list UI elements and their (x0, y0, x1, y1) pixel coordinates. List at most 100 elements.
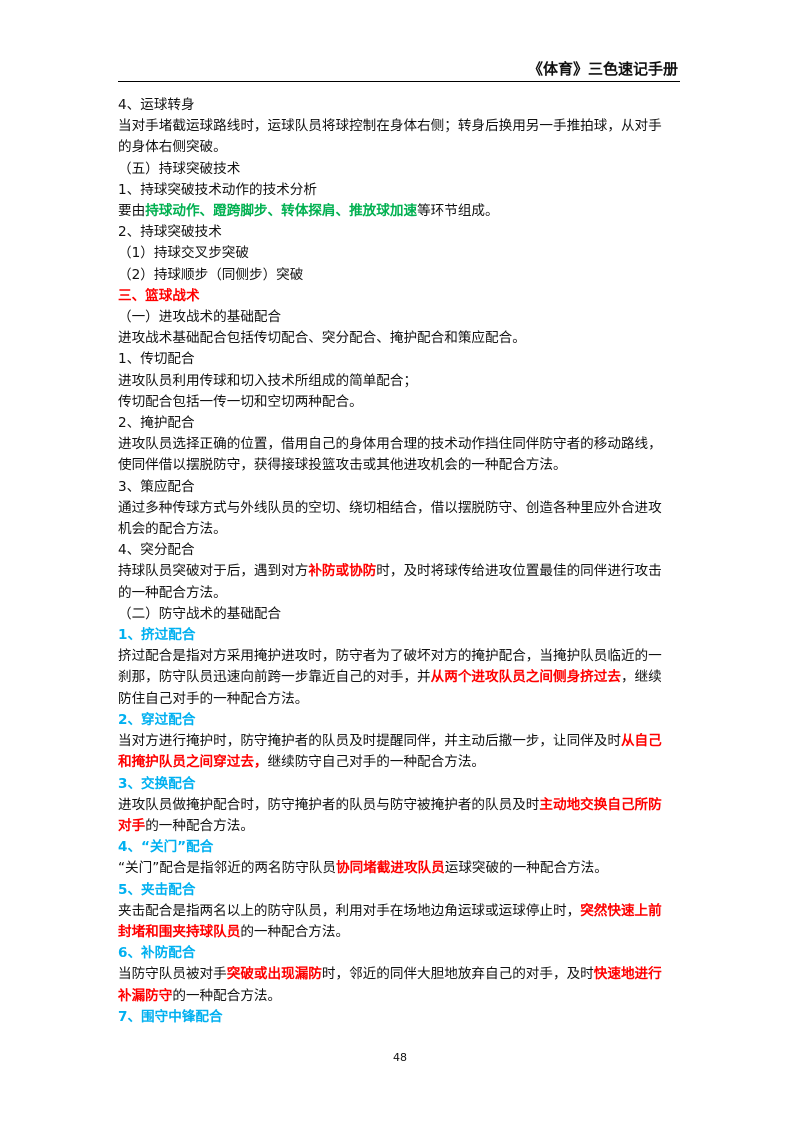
text-line: （2）持球顺步（同侧步）突破 (118, 265, 683, 286)
text-line: 使同伴借以摆脱防守，获得接球投篮攻击或其他进攻机会的一种配合方法。 (118, 455, 683, 476)
text-line: 1、持球突破技术动作的技术分析 (118, 180, 683, 201)
text-line: 3、交换配合 (118, 774, 683, 795)
highlighted-text: 1、挤过配合 (118, 627, 196, 644)
highlighted-text: 7、围守中锋配合 (118, 1008, 223, 1025)
highlighted-text: 6、补防配合 (118, 945, 196, 962)
text-segment: 的一种配合方法。 (172, 987, 282, 1004)
text-line: 5、夹击配合 (118, 880, 683, 901)
text-line: 和掩护队员之间穿过去，继续防守自己对手的一种配合方法。 (118, 752, 683, 773)
text-segment: （2）持球顺步（同侧步）突破 (118, 266, 304, 283)
text-line: 7、围守中锋配合 (118, 1007, 683, 1028)
text-segment: （五）持球突破技术 (118, 160, 241, 177)
text-line: 进攻队员利用传球和切入技术所组成的简单配合； (118, 371, 683, 392)
text-segment: 1、传切配合 (118, 351, 195, 368)
text-segment: 等环节组成。 (417, 203, 499, 220)
text-line: 6、补防配合 (118, 943, 683, 964)
text-segment: 夹击配合是指两名以上的防守队员，利用对手在场地边角运球或运球停止时， (118, 902, 581, 919)
text-segment: 时，邻近的同伴大胆地放弃自己的对手，及时 (321, 966, 594, 983)
highlighted-text: 快速地进行 (593, 966, 662, 983)
text-line: （二）防守战术的基础配合 (118, 604, 683, 625)
text-segment: 当对方进行掩护时，防守掩护者的队员及时提醒同伴，并主动后撤一步，让同伴及时 (118, 733, 621, 750)
text-segment: 4、运球转身 (118, 97, 195, 113)
text-line: 4、突分配合 (118, 540, 683, 561)
highlighted-text: 突然快速上前 (580, 902, 662, 919)
text-line: （1）持球交叉步突破 (118, 243, 683, 264)
text-segment: 继续防守自己对手的一种配合方法。 (267, 754, 486, 771)
text-segment: 要由 (118, 203, 146, 220)
highlighted-text: 补防或协防 (308, 563, 377, 580)
text-line: （五）持球突破技术 (118, 159, 683, 180)
text-line: “关门”配合是指邻近的两名防守队员协同堵截进攻队员运球突破的一种配合方法。 (118, 858, 683, 879)
highlighted-text: 补漏防守 (118, 987, 173, 1004)
text-line: 进攻战术基础配合包括传切配合、突分配合、掩护配合和策应配合。 (118, 328, 683, 349)
text-line: 三、篮球战术 (118, 286, 683, 307)
highlighted-text: 主动地交换自己所防 (539, 796, 662, 813)
text-segment: 刹那，防守队员迅速向前跨一步靠近自己的对手，并 (118, 669, 431, 686)
text-line: 刹那，防守队员迅速向前跨一步靠近自己的对手，并从两个进攻队员之间侧身挤过去，继续 (118, 667, 683, 688)
text-segment: 进攻队员选择正确的位置，借用自己的身体用合理的技术动作挡住同伴防守者的移动路线， (118, 436, 662, 453)
highlighted-text: 4、“关门”配合 (118, 839, 214, 856)
text-segment: 的一种配合方法。 (118, 584, 227, 601)
page-number: 48 (393, 1051, 407, 1064)
highlighted-text: 2、穿过配合 (118, 711, 196, 728)
text-segment: 当对手堵截运球路线时，运球队员将球控制在身体右侧；转身后换用另一手推拍球，从对手 (118, 118, 662, 135)
header-title: 《体育》三色速记手册 (527, 60, 678, 78)
text-segment: 使同伴借以摆脱防守，获得接球投篮攻击或其他进攻机会的一种配合方法。 (118, 457, 567, 474)
text-line: 当对方进行掩护时，防守掩护者的队员及时提醒同伴，并主动后撤一步，让同伴及时从自己 (118, 731, 683, 752)
text-line: 4、运球转身 (118, 95, 683, 116)
text-line: 的身体右侧突破。 (118, 137, 683, 158)
text-line: 当防守队员被对手突破或出现漏防时，邻近的同伴大胆地放弃自己的对手，及时快速地进行 (118, 964, 683, 985)
text-line: 2、持球突破技术 (118, 222, 683, 243)
text-line: 封堵和围夹持球队员的一种配合方法。 (118, 922, 683, 943)
highlighted-text: 三、篮球战术 (118, 287, 200, 304)
highlighted-text: 持球动作、蹬跨脚步、转体探肩、推放球加速 (145, 203, 418, 220)
text-segment: 当防守队员被对手 (118, 966, 227, 983)
text-line: 1、挤过配合 (118, 625, 683, 646)
text-segment: 进攻战术基础配合包括传切配合、突分配合、掩护配合和策应配合。 (118, 330, 526, 347)
text-line: 防住自己对手的一种配合方法。 (118, 689, 683, 710)
text-segment: 通过多种传球方式与外线队员的空切、绕切相结合，借以摆脱防守、创造各种里应外合进攻 (118, 499, 662, 516)
text-line: （一）进攻战术的基础配合 (118, 307, 683, 328)
text-line: 挤过配合是指对方采用掩护进攻时，防守者为了破坏对方的掩护配合，当掩护队员临近的一 (118, 646, 683, 667)
text-segment: 1、持球突破技术动作的技术分析 (118, 181, 317, 198)
text-segment: （二）防守战术的基础配合 (118, 605, 282, 622)
text-line: 持球队员突破对于后，遇到对方补防或协防时，及时将球传给进攻位置最佳的同伴进行攻击 (118, 561, 683, 582)
text-line: 补漏防守的一种配合方法。 (118, 986, 683, 1007)
text-segment: 4、突分配合 (118, 542, 195, 559)
highlighted-text: 对手 (118, 817, 146, 834)
highlighted-text: 协同堵截进攻队员 (336, 860, 445, 877)
text-line: 进攻队员做掩护配合时，防守掩护者的队员与防守被掩护者的队员及时主动地交换自己所防 (118, 795, 683, 816)
text-line: 4、“关门”配合 (118, 837, 683, 858)
text-segment: 2、掩护配合 (118, 415, 195, 432)
text-segment: 运球突破的一种配合方法。 (444, 860, 608, 877)
text-line: 当对手堵截运球路线时，运球队员将球控制在身体右侧；转身后换用另一手推拍球，从对手 (118, 116, 683, 137)
highlighted-text: 封堵和围夹持球队员 (118, 923, 241, 940)
document-body: 4、运球转身当对手堵截运球路线时，运球队员将球控制在身体右侧；转身后换用另一手推… (118, 95, 683, 1028)
text-line: 3、策应配合 (118, 477, 683, 498)
text-segment: 的身体右侧突破。 (118, 139, 227, 156)
text-line: 的一种配合方法。 (118, 583, 683, 604)
text-segment: （1）持球交叉步突破 (118, 245, 249, 262)
text-line: 2、穿过配合 (118, 710, 683, 731)
text-line: 1、传切配合 (118, 349, 683, 370)
highlighted-text: 5、夹击配合 (118, 881, 196, 898)
highlighted-text: 从两个进攻队员之间侧身挤过去 (430, 669, 621, 686)
text-line: 2、掩护配合 (118, 413, 683, 434)
text-line: 通过多种传球方式与外线队员的空切、绕切相结合，借以摆脱防守、创造各种里应外合进攻 (118, 498, 683, 519)
text-line: 传切配合包括一传一切和空切两种配合。 (118, 392, 683, 413)
text-segment: 的一种配合方法。 (145, 817, 254, 834)
text-segment: 进攻队员做掩护配合时，防守掩护者的队员与防守被掩护者的队员及时 (118, 796, 540, 813)
highlighted-text: 从自己 (620, 733, 662, 750)
highlighted-text: 突破或出现漏防 (226, 966, 322, 983)
text-segment: 传切配合包括一传一切和空切两种配合。 (118, 393, 363, 410)
text-segment: 时，及时将球传给进攻位置最佳的同伴进行攻击 (376, 563, 662, 580)
text-segment: 的一种配合方法。 (240, 923, 350, 940)
text-segment: 机会的配合方法。 (118, 521, 227, 538)
text-segment: 持球队员突破对于后，遇到对方 (118, 563, 309, 580)
text-line: 进攻队员选择正确的位置，借用自己的身体用合理的技术动作挡住同伴防守者的移动路线， (118, 434, 683, 455)
text-line: 对手的一种配合方法。 (118, 816, 683, 837)
text-segment: （一）进攻战术的基础配合 (118, 309, 282, 326)
text-segment: 2、持球突破技术 (118, 224, 222, 241)
text-segment: 进攻队员利用传球和切入技术所组成的简单配合； (118, 372, 418, 389)
text-line: 要由持球动作、蹬跨脚步、转体探肩、推放球加速等环节组成。 (118, 201, 683, 222)
